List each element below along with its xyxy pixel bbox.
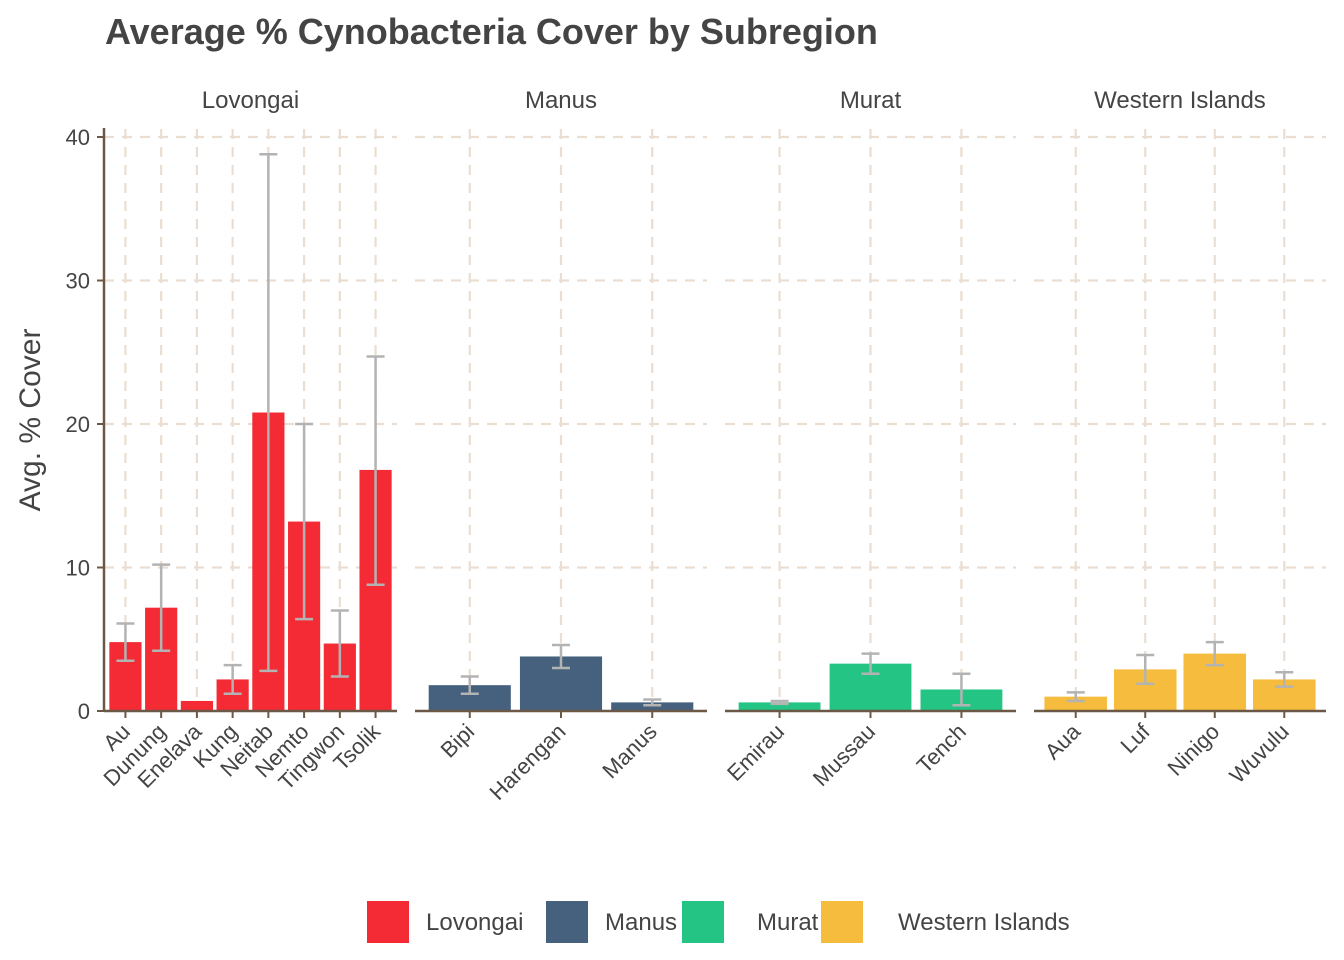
facet-label: Lovongai	[202, 87, 299, 114]
facet-panel-manus: Manus Bipi Harengan Manus	[415, 87, 707, 805]
y-tick-label: 10	[66, 556, 90, 581]
y-tick-label: 40	[66, 125, 90, 150]
legend-item-western-islands: Western Islands	[821, 901, 1070, 943]
bar	[611, 702, 694, 711]
x-tick-label: Harengan	[485, 719, 571, 805]
x-tick-label: Ninigo	[1163, 719, 1225, 781]
y-tick-label: 0	[78, 699, 90, 724]
x-tick-label: Luf	[1115, 718, 1155, 758]
x-tick-label: Bipi	[436, 719, 480, 763]
facet-panel-murat: Murat Emirau Mussau Tench	[722, 87, 1016, 791]
legend-label: Lovongai	[426, 909, 523, 936]
x-tick-label: Manus	[597, 719, 661, 783]
legend: Lovongai Manus Murat Western Islands	[367, 901, 1070, 943]
bar	[738, 702, 821, 711]
x-tick-label: Mussau	[808, 719, 880, 791]
facet-label: Murat	[840, 87, 902, 114]
x-tick-label: Emirau	[722, 719, 789, 786]
legend-swatch	[546, 901, 588, 943]
legend-swatch	[821, 901, 863, 943]
legend-label: Western Islands	[898, 909, 1070, 936]
chart-title: Average % Cynobacteria Cover by Subregio…	[105, 11, 878, 52]
plot-area: 0 10 20 30 40 LovongaiAuDunungEnelavaKungNeit…	[66, 87, 1326, 805]
y-tick-label: 20	[66, 412, 90, 437]
legend-swatch	[367, 901, 409, 943]
x-tick-label: Wuvulu	[1225, 719, 1294, 788]
x-tick-label: Aua	[1040, 718, 1086, 764]
facet-label: Manus	[525, 87, 597, 114]
legend-swatch	[682, 901, 724, 943]
bar	[1044, 696, 1107, 711]
bar	[180, 700, 213, 711]
legend-label: Murat	[757, 909, 819, 936]
x-tick-label: Tench	[912, 719, 971, 778]
legend-item-murat: Murat	[682, 901, 819, 943]
facet-panel-lovongai: LovongaiAuDunungEnelavaKungNeitabNemtoTi…	[98, 87, 397, 795]
y-tick-label: 30	[66, 269, 90, 294]
legend-label: Manus	[605, 909, 677, 936]
legend-item-lovongai: Lovongai	[367, 901, 523, 943]
legend-item-manus: Manus	[546, 901, 677, 943]
facet-label: Western Islands	[1094, 87, 1266, 114]
y-axis-label: Avg. % Cover	[14, 329, 47, 512]
facet-panel-western-islands: Western Islands Aua Luf Ninigo Wuvulu	[1034, 87, 1326, 788]
